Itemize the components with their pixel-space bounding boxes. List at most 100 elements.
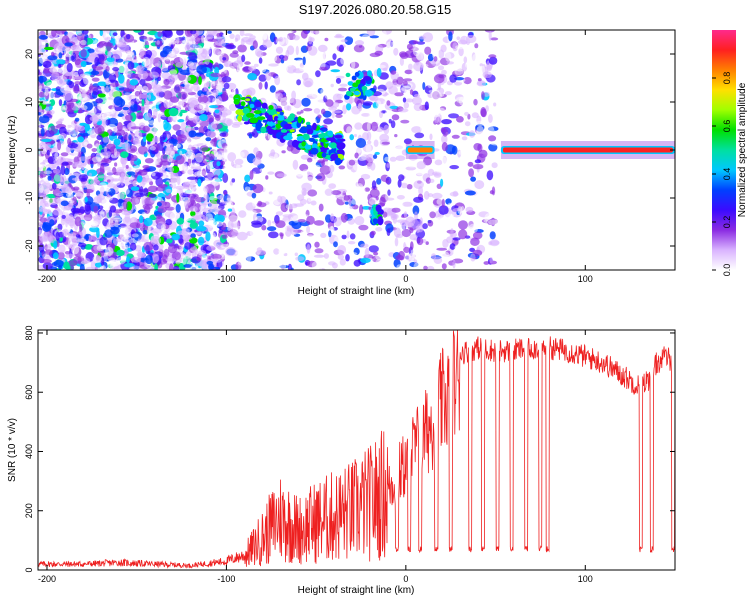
spectral-point xyxy=(60,132,67,140)
spectral-point xyxy=(120,205,124,210)
spectral-point xyxy=(354,152,359,159)
spectral-point xyxy=(481,91,485,100)
tone-point xyxy=(264,112,269,117)
spectral-point xyxy=(259,168,263,172)
spectral-point xyxy=(236,64,242,73)
spectral-point xyxy=(364,247,370,258)
spectral-point xyxy=(346,103,352,111)
spectral-point xyxy=(160,224,166,232)
spectral-point xyxy=(246,253,252,262)
colorbar-gradient xyxy=(712,30,736,270)
spectral-point xyxy=(411,77,421,82)
spectral-point xyxy=(97,81,107,87)
spectral-point xyxy=(416,41,426,45)
spectral-point xyxy=(182,236,193,240)
spectral-point xyxy=(163,90,173,100)
spectral-point xyxy=(329,40,334,47)
spectral-point xyxy=(179,150,183,156)
spectral-point xyxy=(53,259,64,268)
spectral-point xyxy=(144,205,151,214)
spectral-point xyxy=(74,216,82,227)
spectral-point xyxy=(449,165,460,170)
spectral-point xyxy=(258,74,267,82)
spectral-point xyxy=(360,257,371,264)
spectral-point xyxy=(216,199,221,205)
spectral-point xyxy=(458,150,465,155)
spectral-point xyxy=(241,88,253,97)
spectral-point xyxy=(297,194,305,202)
spectral-point xyxy=(325,99,334,107)
spectral-point xyxy=(395,146,407,150)
y-tick-label: 400 xyxy=(24,444,34,459)
spectral-point xyxy=(216,214,225,223)
spectral-point xyxy=(133,30,142,33)
spectral-point xyxy=(474,138,482,144)
spectral-point xyxy=(202,207,213,213)
spectral-point xyxy=(256,50,264,58)
spectral-point xyxy=(442,239,449,248)
spectral-point xyxy=(470,176,476,182)
spectral-point xyxy=(51,71,60,81)
spectral-point xyxy=(112,50,123,60)
spectral-point xyxy=(223,66,227,74)
spectral-point xyxy=(332,71,341,77)
tone-point xyxy=(317,133,324,139)
spectral-point xyxy=(449,243,456,250)
y-tick-label: 20 xyxy=(24,49,34,59)
x-tick-label: 100 xyxy=(578,274,593,284)
spectral-point xyxy=(253,60,257,65)
spectral-point xyxy=(38,91,46,98)
spectral-point xyxy=(463,142,474,147)
y-tick-label: -20 xyxy=(24,239,34,252)
spectral-point xyxy=(320,232,327,238)
y-tick-label: 10 xyxy=(24,97,34,107)
spectral-point xyxy=(302,72,309,81)
spectral-point xyxy=(87,128,97,136)
spectral-point xyxy=(214,66,220,75)
spectral-point xyxy=(183,167,188,177)
spectral-point xyxy=(440,44,447,53)
spectral-point xyxy=(340,57,346,65)
spectral-point xyxy=(158,252,164,256)
tone-point xyxy=(254,101,262,108)
spectral-point xyxy=(113,138,121,146)
spectral-point xyxy=(81,217,92,221)
spectral-point xyxy=(206,30,217,36)
spectral-point xyxy=(295,92,303,96)
spectral-point xyxy=(464,121,471,127)
spectral-point xyxy=(40,127,45,137)
spectral-point xyxy=(423,190,430,200)
spectral-point xyxy=(441,69,447,75)
spectral-point xyxy=(75,234,81,238)
spectral-point xyxy=(251,192,257,199)
spectral-point xyxy=(332,93,342,102)
spectral-point xyxy=(117,65,127,74)
spectral-point xyxy=(485,105,489,112)
spectral-point xyxy=(364,231,369,241)
spectral-point xyxy=(81,105,88,111)
spectral-point xyxy=(189,162,201,167)
spectral-point xyxy=(116,129,126,136)
spectral-point xyxy=(58,265,63,270)
spectral-point xyxy=(248,133,253,139)
spectral-point xyxy=(431,91,442,100)
spectral-point xyxy=(308,36,313,45)
spectral-point xyxy=(50,227,55,231)
spectral-point xyxy=(414,259,418,264)
spectral-point xyxy=(408,63,413,70)
spectral-point xyxy=(256,247,263,253)
spectral-point xyxy=(190,195,195,206)
spectral-point xyxy=(188,144,193,151)
spectral-point xyxy=(71,245,80,255)
spectral-point xyxy=(125,51,135,61)
spectral-point xyxy=(126,256,130,264)
spectral-point xyxy=(294,252,298,257)
tone-point xyxy=(268,105,274,110)
spectral-point xyxy=(338,44,344,53)
spectral-point xyxy=(315,30,320,37)
tone-point xyxy=(235,109,245,116)
spectral-point xyxy=(229,235,240,245)
spectral-point xyxy=(241,54,246,63)
spectral-point xyxy=(131,58,138,63)
